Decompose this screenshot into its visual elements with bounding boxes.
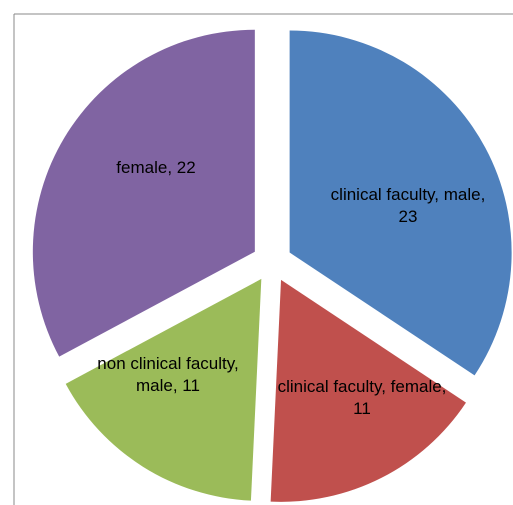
pie-slice	[65, 278, 262, 501]
pie-slice	[289, 30, 512, 376]
pie-slice	[270, 279, 466, 502]
data-label: clinical faculty, male, 23	[330, 185, 486, 226]
data-label: clinical faculty, female, 11	[277, 377, 447, 418]
data-label: female, 22	[116, 158, 196, 177]
pie-slice	[32, 29, 255, 357]
data-label: non clinical faculty, male, 11	[97, 354, 239, 395]
